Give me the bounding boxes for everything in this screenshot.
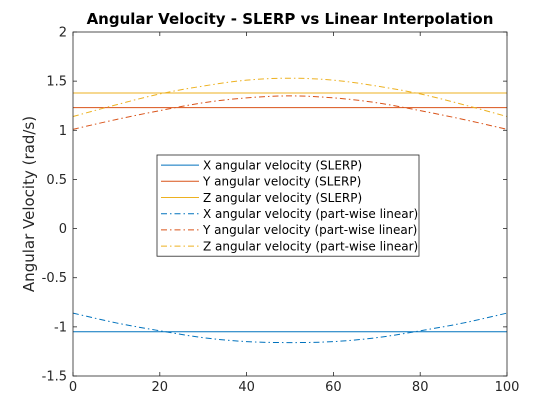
y-tick-label: 0 xyxy=(59,222,67,237)
y-axis-label: Angular Velocity (rad/s) xyxy=(20,116,38,292)
x-tick-label: 100 xyxy=(495,380,520,395)
legend: X angular velocity (SLERP) Y angular velo… xyxy=(156,154,420,257)
y-tick-label: -1.5 xyxy=(42,370,67,385)
series-line-4 xyxy=(72,312,508,344)
x-tick-label: 0 xyxy=(69,380,77,395)
legend-entry-6: Z angular velocity (part-wise linear) xyxy=(203,239,418,253)
series-layer xyxy=(72,77,508,344)
y-tick-label: 0.5 xyxy=(46,173,67,188)
x-tick-label: 20 xyxy=(152,380,169,395)
chart-title: Angular Velocity - SLERP vs Linear Inter… xyxy=(87,10,494,28)
legend-entry-5: Y angular velocity (part-wise linear) xyxy=(202,223,417,237)
x-tick-label: 60 xyxy=(325,380,342,395)
y-tick-label: 1 xyxy=(59,124,67,139)
plot-frame xyxy=(72,31,508,377)
x-tick-label: 80 xyxy=(412,380,429,395)
y-tick-label: 1.5 xyxy=(46,75,67,90)
legend-entry-2: Y angular velocity (SLERP) xyxy=(202,175,361,189)
y-tick-label: 2 xyxy=(59,26,67,41)
series-line-5 xyxy=(72,95,508,130)
y-tick-label: -0.5 xyxy=(42,271,67,286)
legend-entry-1: X angular velocity (SLERP) xyxy=(203,158,362,172)
legend-entry-3: Z angular velocity (SLERP) xyxy=(203,191,362,205)
legend-box xyxy=(156,154,420,257)
y-tick-label: -1 xyxy=(54,320,67,335)
series-line-6 xyxy=(72,77,508,118)
ticks-layer: 0 20 40 60 80 100 -1.5 -1 -0.5 0 0.5 1 1.5 2 xyxy=(42,26,520,396)
legend-entry-4: X angular velocity (part-wise linear) xyxy=(203,207,418,221)
x-tick-label: 40 xyxy=(238,380,255,395)
